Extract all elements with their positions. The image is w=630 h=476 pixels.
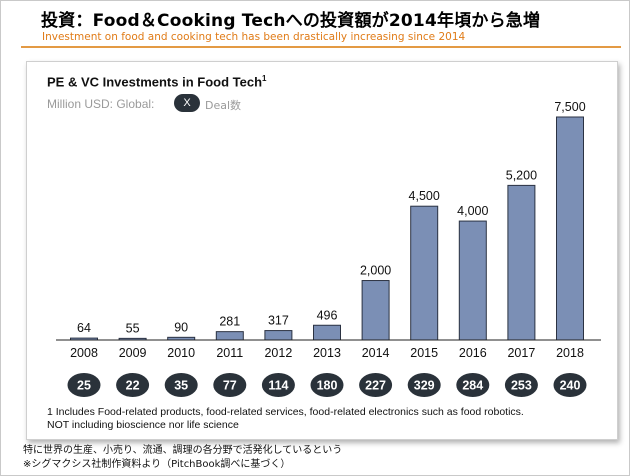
bar-value-label: 496 [317, 308, 338, 322]
deal-legend-badge: X [174, 94, 200, 112]
bar-value-label: 4,500 [409, 189, 440, 203]
x-tick-label: 2017 [507, 346, 535, 360]
deal-count-label: 240 [560, 379, 581, 393]
deal-count-label: 114 [268, 379, 288, 393]
deal-count-label: 77 [223, 379, 237, 393]
bar [313, 324, 341, 341]
deal-count-label: 284 [462, 379, 483, 393]
x-tick-label: 2008 [70, 346, 98, 360]
deal-count-badge [553, 373, 587, 397]
deal-count-badge [310, 373, 344, 397]
chart-title-text: PE & VC Investments in Food Tech [47, 74, 263, 90]
bar-value-label: 2,000 [360, 264, 391, 278]
x-tick-label: 2016 [459, 346, 487, 360]
deal-count-label: 180 [317, 379, 338, 393]
bar-value-label: 4,000 [457, 204, 488, 218]
x-tick-label: 2018 [556, 346, 584, 360]
footnote-line-2: NOT including bioscience nor life scienc… [47, 419, 239, 431]
deal-count-label: 253 [511, 379, 532, 393]
deal-count-label: Deal数 [205, 99, 242, 112]
deal-count-badge [116, 373, 150, 397]
bar-value-label: 281 [219, 315, 240, 329]
deal-count-badge [456, 373, 490, 397]
deal-count-badge [67, 373, 101, 397]
deal-count-badge [213, 373, 247, 397]
deal-count-label: 35 [174, 379, 188, 393]
bar-value-label: 5,200 [506, 168, 537, 182]
bar-value-label: 317 [268, 314, 289, 328]
deal-count-badge [359, 373, 393, 397]
bar-group: 64 2008 25 55 2009 22 90 2010 35 281 2011 77 317 2012… [56, 100, 601, 397]
bar-value-label: 7,500 [554, 100, 585, 114]
x-tick-label: 2015 [410, 346, 438, 360]
deal-count-label: 329 [414, 379, 435, 393]
chart-title: PE & VC Investments in Food Tech1 [47, 74, 266, 89]
bar [556, 116, 584, 341]
bar-value-label: 55 [126, 321, 140, 335]
chart-title-footnote-mark: 1 [262, 74, 267, 83]
deal-count-label: 227 [365, 379, 386, 393]
bar [264, 330, 293, 341]
bar [458, 220, 487, 341]
x-tick-label: 2014 [362, 346, 390, 360]
x-tick-label: 2010 [167, 346, 195, 360]
units-label: Million USD: Global: [47, 97, 155, 111]
x-tick-label: 2009 [119, 346, 147, 360]
deal-count-badge [261, 373, 295, 397]
deal-count-badge [504, 373, 538, 397]
bar [410, 205, 439, 341]
bar [507, 184, 536, 341]
footnote-line-1: 1 Includes Food-related products, food-r… [47, 406, 524, 418]
source-notes: 特に世界の生産、小売り、流通、調理の各分野で活発化しているという ※シグマクシス… [23, 444, 342, 472]
bar-value-label: 64 [77, 321, 91, 335]
bar-value-label: 90 [174, 320, 188, 334]
slide-title: 投資：Food＆Cooking Techへの投資額が2014年頃から急増 [41, 11, 541, 31]
x-tick-label: 2012 [264, 346, 292, 360]
x-tick-label: 2011 [216, 346, 243, 360]
title-divider [21, 46, 621, 48]
bar [215, 331, 244, 341]
notes-line-1: 特に世界の生産、小売り、流通、調理の各分野で活発化しているという [23, 445, 343, 456]
notes-line-2: ※シグマクシス社制作資料より（PitchBook調べに基づく） [23, 459, 291, 470]
x-tick-label: 2013 [313, 346, 341, 360]
deal-count-badge [164, 373, 198, 397]
bar [361, 280, 390, 341]
deal-count-label: 25 [77, 379, 91, 393]
deal-count-label: 22 [126, 379, 140, 393]
footnote: 1 Includes Food-related products, food-r… [47, 406, 524, 432]
deal-count-badge [407, 373, 441, 397]
slide-subtitle: Investment on food and cooking tech has … [42, 31, 466, 43]
